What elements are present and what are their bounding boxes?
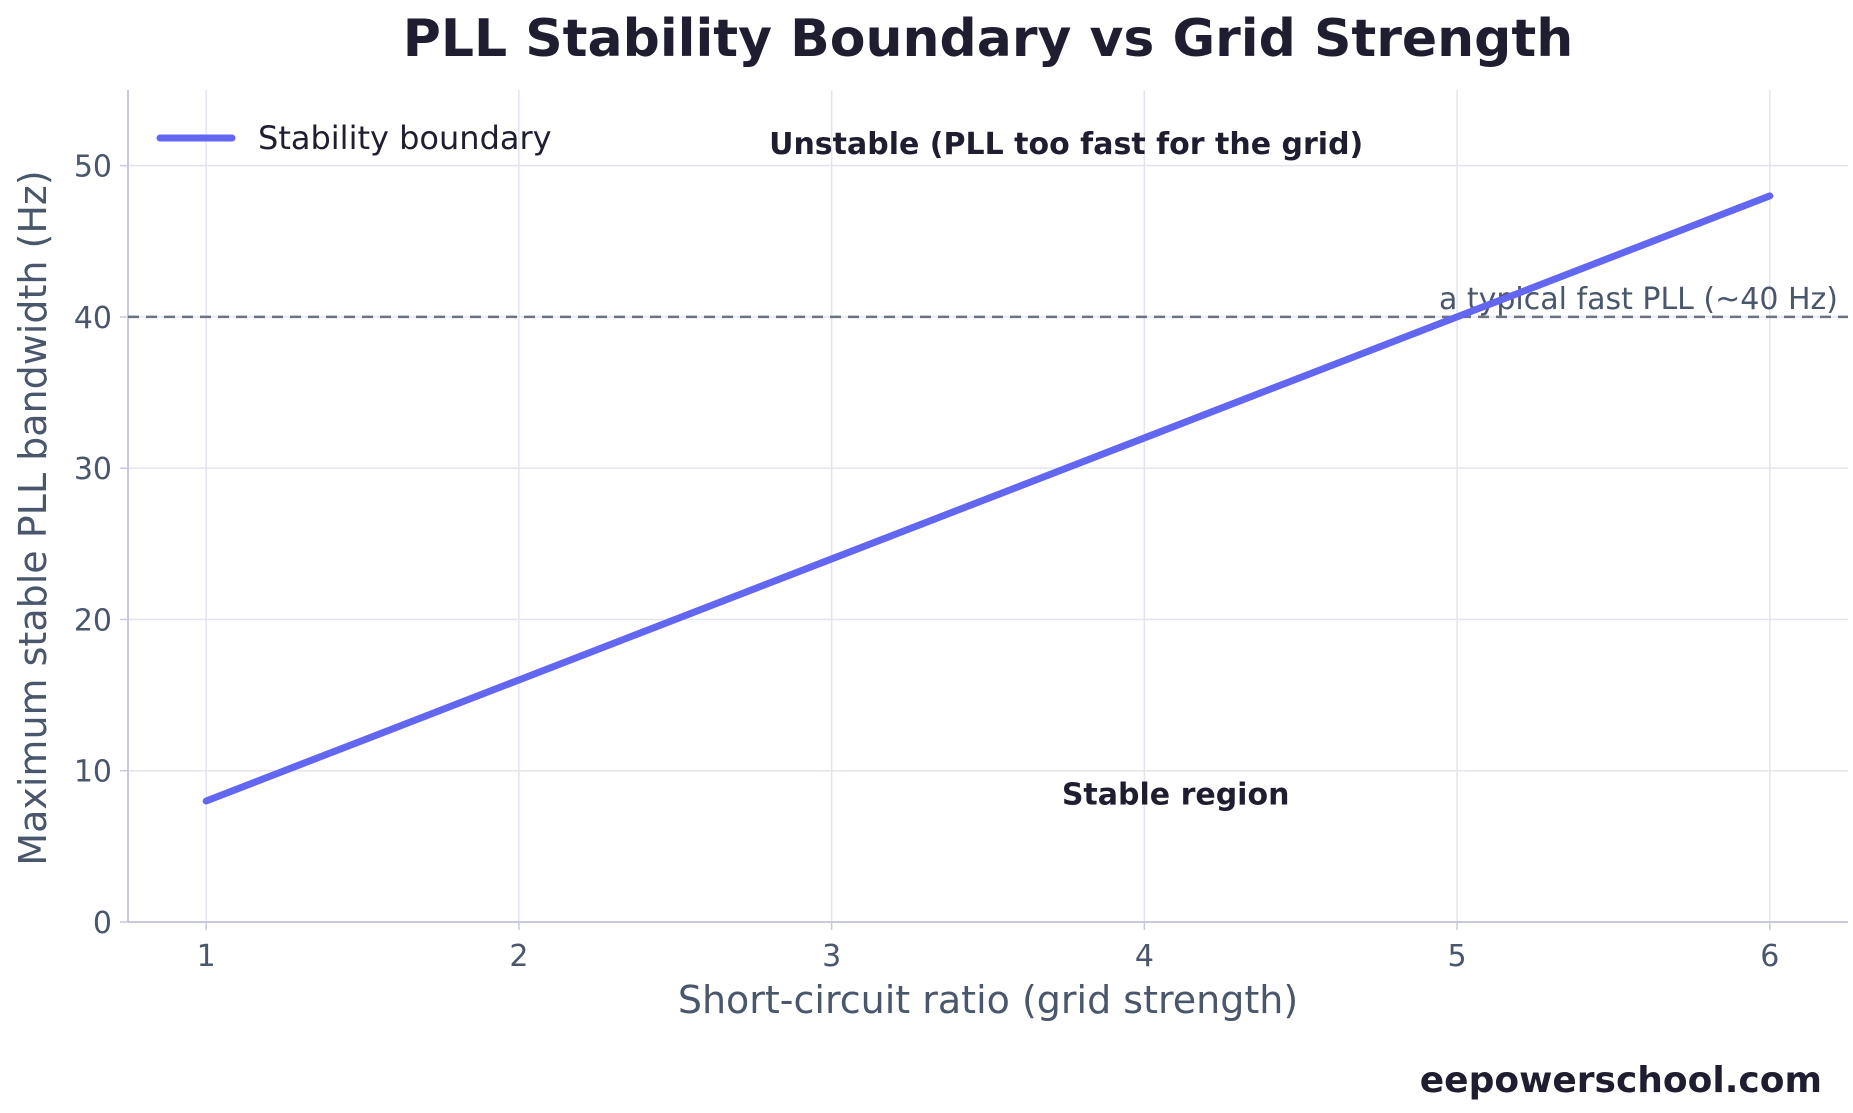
axes [120,90,1848,930]
y-tick-label: 40 [74,301,112,336]
legend-label-stability-boundary: Stability boundary [258,119,552,157]
y-axis-label: Maximum stable PLL bandwidth (Hz) [11,170,55,865]
grid [128,90,1848,923]
x-tick-label: 5 [1448,939,1467,974]
legend: Stability boundary [156,119,552,157]
x-tick-label: 2 [509,939,528,974]
x-tick-label: 1 [197,939,216,974]
stable-region-label: Stable region [1062,777,1290,812]
annotations: Unstable (PLL too fast for the grid) Stab… [769,127,1363,812]
tick-labels: 1 2 3 4 5 6 0 10 20 30 40 50 [74,150,1780,974]
chart-title: PLL Stability Boundary vs Grid Strength [403,9,1574,69]
reference-line-group: a typical fast PLL (~40 Hz) [128,282,1848,319]
y-tick-label: 0 [93,906,112,941]
y-tick-label: 10 [74,755,112,790]
series-line-stability-boundary [202,192,1774,805]
y-tick-label: 20 [74,603,112,638]
x-tick-label: 6 [1760,939,1779,974]
watermark: eepowerschool.com [1420,1060,1822,1101]
unstable-region-label: Unstable (PLL too fast for the grid) [769,127,1363,162]
series-group [202,192,1774,805]
x-tick-label: 3 [822,939,841,974]
x-axis-label: Short-circuit ratio (grid strength) [678,978,1298,1022]
y-tick-label: 50 [74,150,112,185]
y-tick-label: 30 [74,452,112,487]
x-tick-label: 4 [1135,939,1154,974]
